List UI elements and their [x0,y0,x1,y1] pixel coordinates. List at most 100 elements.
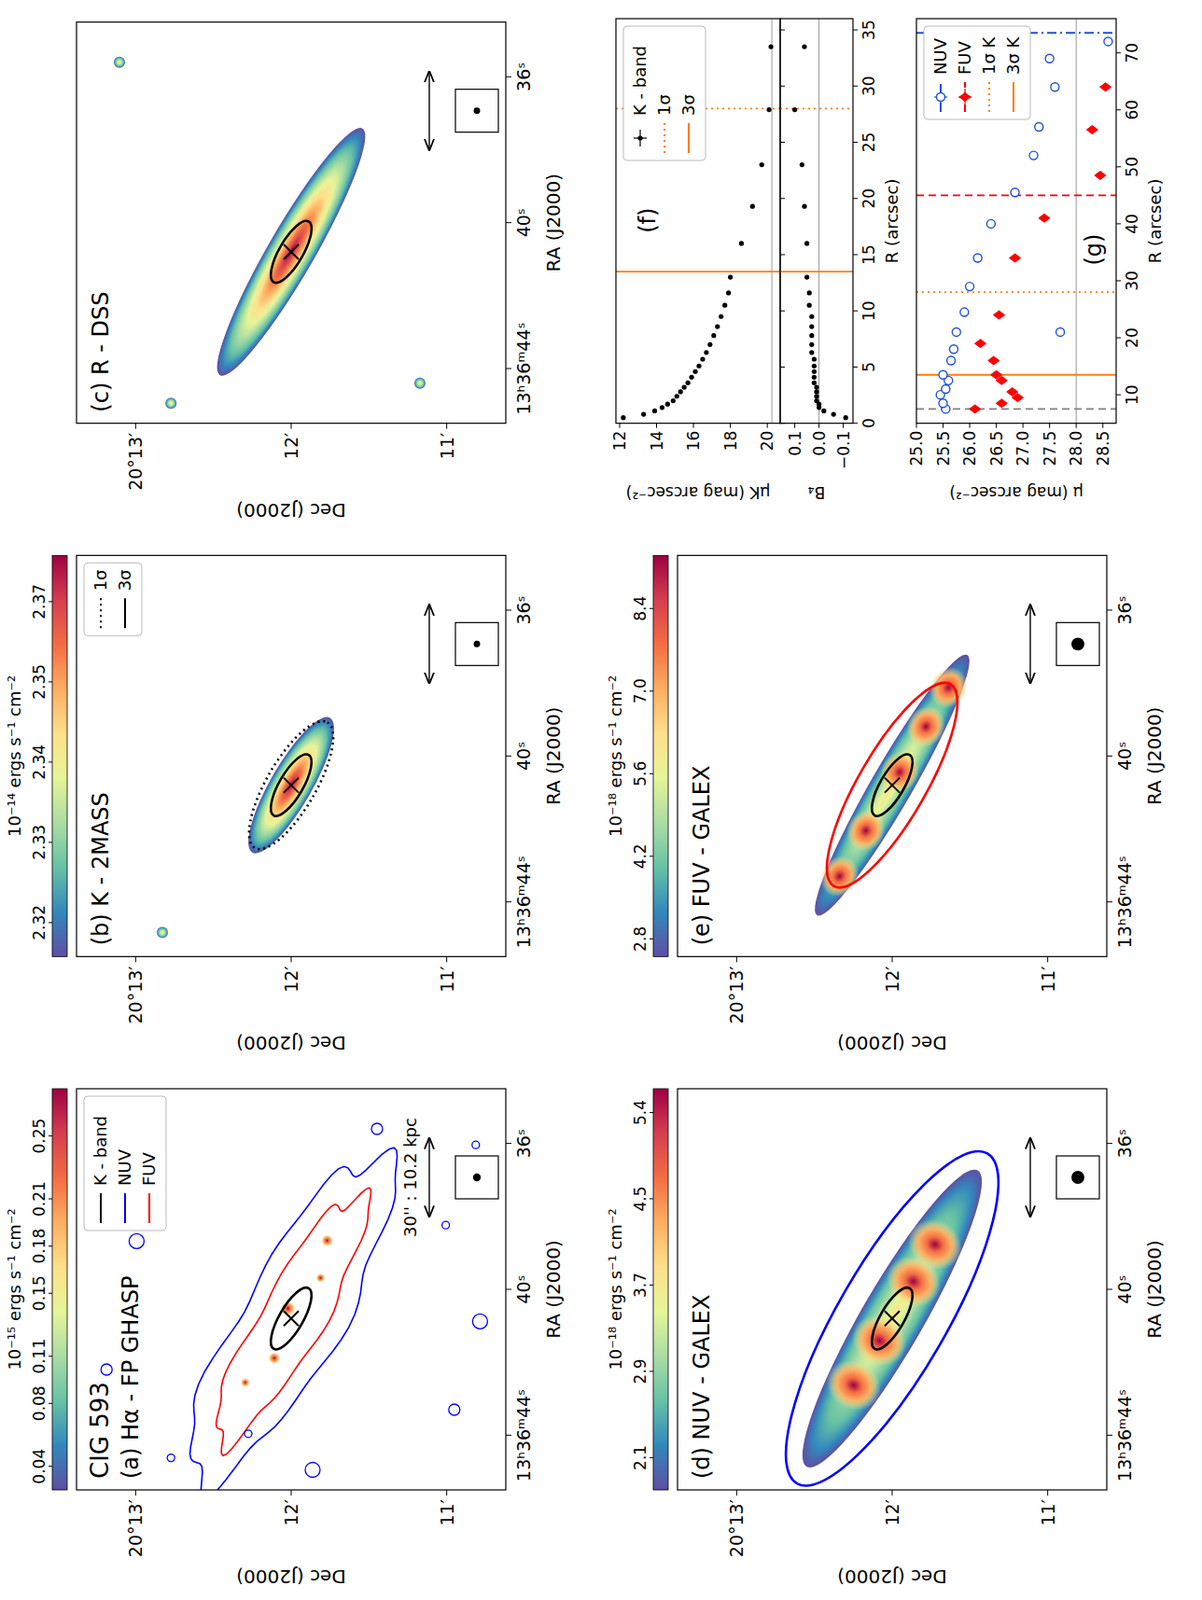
frame [615,18,781,424]
center-marker [283,1311,299,1327]
tick-label: 4.2 [630,843,650,869]
point [938,370,948,379]
point [813,398,819,404]
axis-title: μ (mag arcsec⁻²) [949,483,1084,503]
tick-label: 13ʰ36ᵐ44ˢ [1114,1389,1135,1482]
tick [48,1135,53,1137]
point [947,356,956,365]
tick [1116,52,1121,54]
tick [649,1285,654,1286]
panel-title: (f) [634,208,661,234]
center-marker [283,244,299,260]
emission [798,644,986,926]
point [811,356,817,362]
tick [649,1112,654,1114]
tick-label: 26.0 [960,431,979,467]
tick-label: 14 [647,431,667,452]
tick-label: 13ʰ36ᵐ44ˢ [513,1389,534,1482]
tick [1116,109,1121,111]
tick [1116,166,1121,168]
tick-label: 11′ [436,1499,458,1527]
panel: 13ʰ36ᵐ44ˢ40ˢ36ˢ11′12′20°13′RA (J2000)Dec… [76,22,565,522]
tick-label: 12 [610,431,629,452]
point [801,204,807,210]
legend-label: 3σ K [1003,35,1023,75]
point [811,369,817,375]
tick-label: 36ˢ [1114,1129,1135,1159]
point [813,385,819,391]
tick [446,956,448,963]
star [156,927,168,939]
tick [649,608,654,610]
point [1100,83,1112,92]
aperture [864,749,921,823]
legend: NUVFUV1σ K3σ K [923,26,1031,120]
point [637,135,643,140]
point [739,240,744,246]
emission [779,1155,1005,1483]
legend-label: K - band [90,1116,111,1187]
legend-label: K - band [629,45,650,116]
beam [473,1174,481,1182]
point [711,333,716,338]
colorbar [653,555,669,957]
beam [1071,637,1085,651]
axis-title: Dec (J2000) [236,499,346,522]
tick [505,1143,512,1145]
axis-title: Dec (J2000) [236,1565,346,1589]
emission-clump [812,849,867,905]
tick [48,761,53,763]
tick [852,366,858,368]
legend-line [124,598,126,629]
tick-label: 0.1 [785,431,805,457]
emission [199,116,383,388]
tick-label: 12′ [881,965,903,993]
point [809,349,814,355]
point [767,107,772,112]
tick [780,85,785,87]
beam [474,107,481,114]
legend-box [623,26,706,161]
point [813,393,819,399]
aperture [233,710,349,861]
axis-title: Dec (J2000) [837,1032,947,1055]
point [949,345,958,354]
contour [100,1364,112,1376]
tick-label: 26.5 [987,431,1007,467]
tick [291,956,293,963]
tick [852,29,858,31]
tick-label: 12′ [280,433,302,461]
tick-label: 11′ [1037,965,1059,993]
aperture [749,1126,1035,1491]
tick-label: 2.34 [29,744,49,781]
tick [1106,1289,1113,1291]
point [682,385,687,391]
tick-label: 5.6 [630,761,650,787]
tick-label: 11′ [436,433,458,461]
tick [852,141,858,143]
tick [649,773,654,775]
reference-line [780,107,853,110]
point [974,339,986,349]
tick [780,197,785,199]
legend-label: 3σ [678,94,699,116]
panel-title: (c) R - DSS [87,292,114,413]
galaxy [148,1121,438,1491]
legend-label: FUV [954,40,975,75]
legend-label: 1σ [654,94,674,116]
tick-label: 50 [1122,156,1142,178]
panel: 13ʰ36ᵐ44ˢ40ˢ36ˢ11′12′20°13′RA (J2000)Dec… [4,1089,565,1589]
tick-label: 11′ [1037,1499,1059,1527]
point [831,411,837,417]
point [969,405,981,414]
tick-label: 8.4 [630,596,650,622]
panel: 1214161820μK (mag arcsec⁻²)(f)K - band1σ… [610,18,785,503]
legend-label: NUV [114,1148,135,1187]
tick [852,253,858,255]
point [659,405,665,410]
image-area [76,22,506,424]
point [973,253,982,263]
axis-title: RA (J2000) [542,173,565,273]
tick-label: 2.35 [29,664,49,700]
tick [135,956,137,963]
